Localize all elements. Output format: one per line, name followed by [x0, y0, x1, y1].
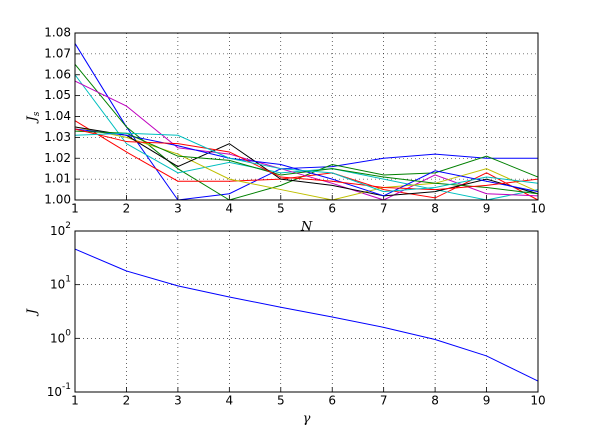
series-line — [74, 126, 539, 201]
y-tick-label: 1.07 — [44, 46, 71, 60]
y-label-base: J — [25, 308, 40, 317]
y-label-base: J — [25, 115, 40, 124]
tick-exponent: 0 — [65, 328, 71, 338]
y-label-subscript: s — [32, 111, 42, 116]
y-tick-label: 102 — [50, 221, 71, 238]
y-tick-label: 1.06 — [44, 67, 71, 81]
series-line — [74, 130, 539, 195]
y-tick-label: 1.01 — [44, 172, 71, 186]
x-tick-label: 10 — [530, 394, 545, 408]
x-axis-label: N — [300, 220, 313, 235]
x-tick-label: 2 — [123, 202, 131, 216]
tick-base: 10 — [50, 277, 65, 291]
tick-exponent: 2 — [65, 221, 71, 231]
x-tick-label: 9 — [483, 394, 491, 408]
x-tick-label: 5 — [277, 394, 285, 408]
series-line — [74, 126, 539, 197]
y-tick-label: 101 — [50, 274, 71, 291]
x-tick-label: 5 — [277, 202, 285, 216]
y-axis-label: J — [25, 308, 40, 317]
series-line — [74, 132, 539, 193]
tick-base: 10 — [50, 331, 65, 345]
y-tick-label: 1.08 — [44, 26, 71, 40]
x-tick-label: 1 — [71, 202, 79, 216]
y-tick-label: 100 — [50, 328, 71, 345]
series-line — [74, 63, 539, 201]
x-tick-label: 3 — [174, 394, 182, 408]
x-tick-label: 6 — [328, 394, 336, 408]
x-tick-label: 6 — [328, 202, 336, 216]
y-tick-label: 1.05 — [44, 88, 71, 102]
x-tick-label: 7 — [380, 202, 388, 216]
series-line — [74, 120, 539, 201]
x-tick-label: 4 — [226, 202, 234, 216]
x-tick-label: 3 — [174, 202, 182, 216]
y-axis-label: Js — [25, 111, 42, 124]
tick-exponent: 1 — [65, 274, 71, 284]
x-tick-label: 10 — [530, 202, 545, 216]
tick-base: 10 — [50, 224, 65, 238]
x-tick-label: 7 — [380, 394, 388, 408]
y-tick-label: 1.00 — [44, 193, 71, 207]
series-line — [74, 128, 539, 191]
x-tick-label: 1 — [71, 394, 79, 408]
series-line — [74, 43, 538, 201]
y-tick-label: 10-1 — [47, 382, 71, 399]
x-tick-label: 9 — [483, 202, 491, 216]
axes-frame — [74, 32, 539, 201]
x-tick-label: 8 — [431, 202, 439, 216]
x-tick-label: 4 — [226, 394, 234, 408]
tick-exponent: -1 — [62, 382, 71, 392]
x-tick-label: 2 — [123, 394, 131, 408]
tick-base: 10 — [47, 385, 62, 399]
y-tick-label: 1.03 — [44, 130, 71, 144]
series-line — [74, 80, 539, 201]
y-tick-label: 1.02 — [44, 151, 71, 165]
series-line — [74, 248, 539, 382]
x-axis-label: γ — [303, 412, 311, 427]
axes-frame — [74, 230, 539, 393]
x-tick-label: 8 — [431, 394, 439, 408]
y-tick-label: 1.04 — [44, 109, 71, 123]
